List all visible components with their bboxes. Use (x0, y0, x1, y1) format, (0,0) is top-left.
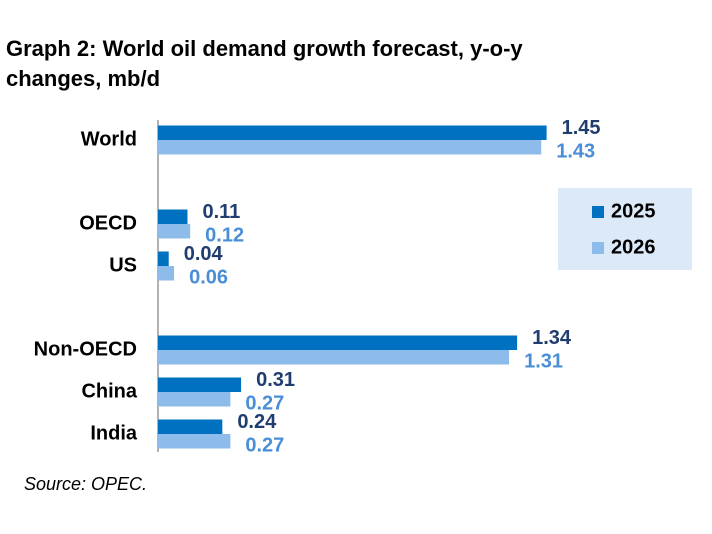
bar (158, 377, 242, 392)
bar (158, 209, 188, 224)
data-label: 1.31 (524, 351, 563, 373)
data-label: 0.11 (202, 201, 240, 223)
data-label: 0.31 (256, 369, 295, 391)
bar (158, 224, 191, 239)
data-label: 0.24 (237, 411, 277, 433)
legend-label: 2026 (611, 236, 656, 258)
bar (158, 434, 231, 449)
data-label: 0.27 (245, 393, 284, 415)
data-label: 0.06 (189, 267, 228, 289)
data-label: 1.43 (556, 141, 595, 163)
bar (158, 266, 175, 281)
chart-title: Graph 2: World oil demand growth forecas… (6, 36, 523, 91)
bar (158, 419, 223, 434)
y-tick-label: OECD (79, 212, 137, 234)
legend-box (558, 188, 692, 270)
legend-swatch (592, 206, 604, 218)
source-note: Source: OPEC. (24, 474, 148, 494)
legend-swatch (592, 242, 604, 254)
bar (158, 125, 547, 140)
data-label: 0.04 (184, 243, 224, 265)
y-tick-label: India (90, 422, 138, 444)
data-label: 1.45 (562, 117, 601, 139)
y-tick-label: China (81, 380, 137, 402)
bar (158, 251, 169, 266)
y-tick-label: Non-OECD (34, 338, 137, 360)
data-label: 0.12 (205, 225, 244, 247)
data-label: 1.34 (532, 327, 572, 349)
bar (158, 140, 542, 155)
bar (158, 335, 518, 350)
bar (158, 350, 510, 365)
bar (158, 392, 231, 407)
data-label: 0.27 (245, 435, 284, 457)
legend-label: 2025 (611, 200, 656, 222)
y-tick-label: World (81, 128, 137, 150)
y-tick-label: US (109, 254, 137, 276)
